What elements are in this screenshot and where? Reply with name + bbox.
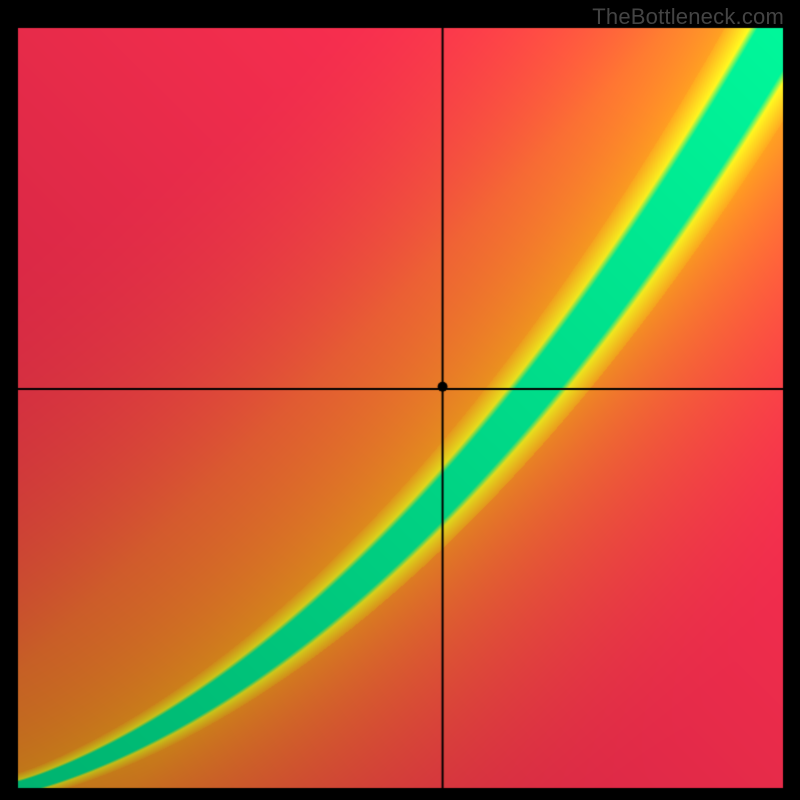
watermark-text: TheBottleneck.com [592, 4, 784, 30]
chart-container: TheBottleneck.com [0, 0, 800, 800]
heatmap-canvas [0, 0, 800, 800]
